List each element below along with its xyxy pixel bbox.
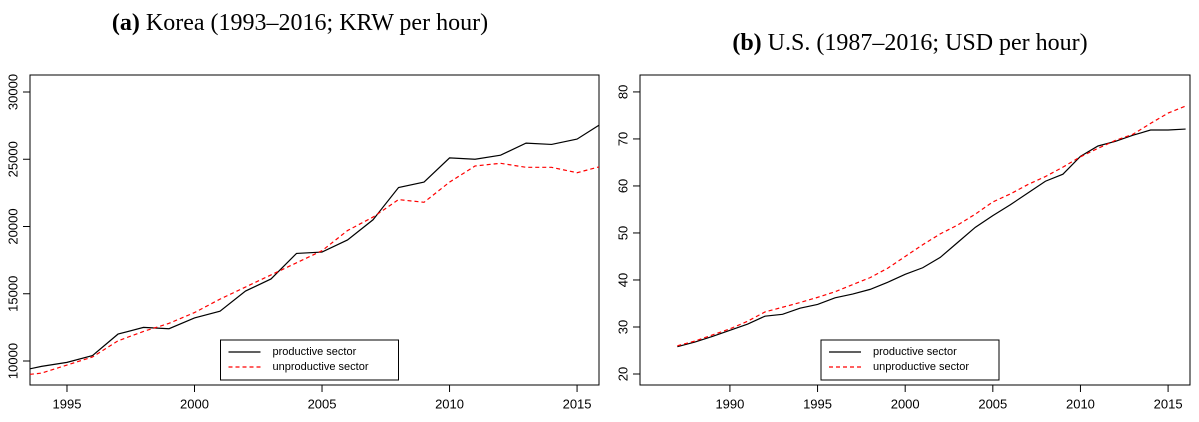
x-tick-label: 1995 bbox=[803, 396, 832, 411]
title-text: U.S. (1987–2016; USD per hour) bbox=[768, 30, 1088, 56]
x-tick-label: 2015 bbox=[1154, 396, 1183, 411]
legend-label: productive sector bbox=[273, 346, 357, 358]
legend-label: productive sector bbox=[873, 346, 957, 358]
y-tick-label: 20 bbox=[615, 367, 630, 381]
x-tick-label: 2010 bbox=[435, 396, 464, 411]
data-line bbox=[30, 124, 599, 370]
y-tick-label: 40 bbox=[615, 273, 630, 287]
y-tick-label: 25000 bbox=[5, 141, 20, 177]
data-line bbox=[677, 105, 1186, 347]
x-tick-label: 1990 bbox=[715, 396, 744, 411]
title-text: Korea (1993–2016; KRW per hour) bbox=[146, 10, 488, 36]
x-tick-label: 2010 bbox=[1066, 396, 1095, 411]
y-tick-label: 30000 bbox=[5, 74, 20, 110]
x-tick-label: 2000 bbox=[891, 396, 920, 411]
x-tick-label: 2000 bbox=[180, 396, 209, 411]
plot-frame bbox=[639, 74, 1191, 386]
data-line bbox=[30, 162, 599, 375]
y-tick-label: 80 bbox=[615, 85, 630, 99]
y-tick-label: 20000 bbox=[5, 208, 20, 244]
x-tick-label: 1995 bbox=[53, 396, 82, 411]
legend-label: unproductive sector bbox=[273, 361, 369, 373]
chart-title: (b) U.S. (1987–2016; USD per hour) bbox=[732, 30, 1087, 56]
panel: (b) U.S. (1987–2016; USD per hour) 1990 19… bbox=[615, 30, 1191, 411]
panel: (a) Korea (1993–2016; KRW per hour) 1995 2… bbox=[5, 10, 600, 411]
x-tick-label: 2005 bbox=[978, 396, 1007, 411]
series-layer bbox=[30, 124, 599, 375]
legend-box bbox=[220, 339, 399, 381]
y-tick-label: 10000 bbox=[5, 343, 20, 379]
chart-title: (a) Korea (1993–2016; KRW per hour) bbox=[112, 10, 488, 36]
series-layer bbox=[677, 105, 1186, 348]
y-tick-label: 30 bbox=[615, 320, 630, 334]
x-tick-label: 2005 bbox=[308, 396, 337, 411]
data-line bbox=[677, 128, 1186, 348]
legend-label: unproductive sector bbox=[873, 361, 969, 373]
y-tick-label: 60 bbox=[615, 179, 630, 193]
panel-label: (a) bbox=[112, 10, 140, 36]
legend-box bbox=[820, 339, 1000, 381]
panel-label: (b) bbox=[732, 30, 761, 56]
y-tick-label: 50 bbox=[615, 226, 630, 240]
y-tick-label: 15000 bbox=[5, 276, 20, 312]
plot-frame bbox=[29, 74, 600, 386]
y-tick-label: 70 bbox=[615, 132, 630, 146]
x-tick-label: 2015 bbox=[563, 396, 592, 411]
